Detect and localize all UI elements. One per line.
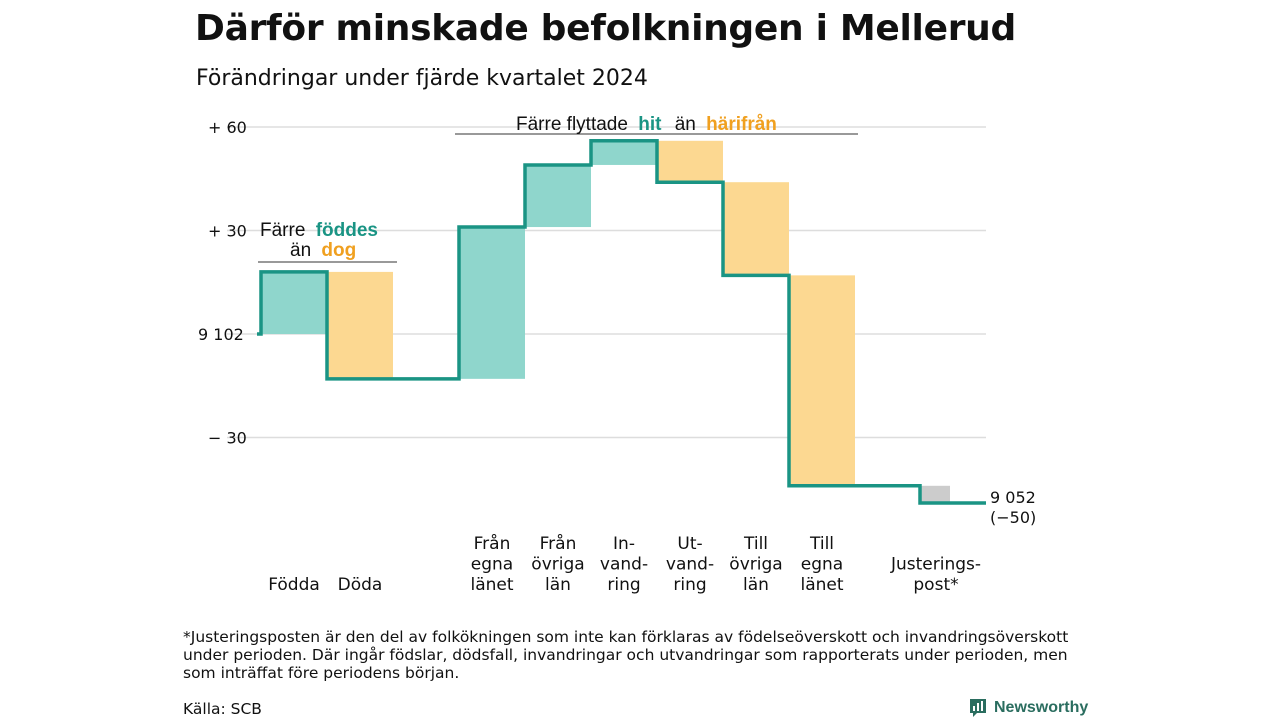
bar-till-egna-lanet: [789, 275, 855, 486]
category-label-doda: Döda: [338, 575, 383, 595]
migration-annotation-prefix: Färre flyttade: [516, 114, 628, 135]
category-label-till-egna-lanet: länet: [800, 575, 843, 595]
category-label-fran-egna-lanet: egna: [471, 555, 513, 575]
category-label-fran-egna-lanet: länet: [470, 575, 513, 595]
chart-subtitle: Förändringar under fjärde kvartalet 2024: [196, 66, 648, 91]
category-label-invandring: ring: [607, 575, 640, 595]
bar-doda: [327, 271, 393, 379]
step-lines: [257, 139, 986, 505]
chart-title: Därför minskade befolkningen i Mellerud: [195, 8, 1016, 49]
bar-till-ovriga-lan: [723, 182, 789, 276]
category-label-utvandring: ring: [673, 575, 706, 595]
y-tick-label: 9 102: [198, 325, 244, 344]
annotations: Färre föddes än dog Färre flyttade hit ä…: [258, 114, 858, 263]
births-annotation-out: dog: [321, 240, 356, 261]
bar-justeringspost: [920, 485, 950, 504]
y-axis-ticks: + 60 + 30 9 102 − 30: [198, 118, 247, 448]
bar-fodda: [261, 271, 327, 334]
waterfall-step-line: [257, 139, 986, 505]
end-value-labels: 9 052 (−50): [990, 488, 1036, 527]
y-tick-label: + 60: [208, 118, 247, 137]
y-tick-label: − 30: [208, 429, 247, 448]
category-label-till-egna-lanet: egna: [801, 555, 843, 575]
births-annotation-middle: än: [290, 240, 311, 261]
category-label-invandring: vand-: [600, 555, 648, 575]
category-label-justeringspost: post*: [913, 575, 958, 595]
births-annotation-prefix: Färre: [260, 220, 305, 241]
migration-annotation-out: härifrån: [706, 114, 777, 135]
category-label-till-egna-lanet: Till: [809, 534, 834, 554]
category-label-fran-ovriga-lan: län: [545, 575, 571, 595]
bar-invandring: [591, 140, 657, 165]
gridlines: [227, 126, 986, 439]
category-labels: Födda DödaFrånegnalänetFrånövrigalänIn-va…: [268, 533, 981, 595]
source-label: Källa: SCB: [183, 700, 262, 718]
births-annotation-line1: Färre föddes: [260, 220, 378, 241]
category-label-fodda: Födda: [268, 575, 320, 595]
migration-annotation-middle: än: [675, 114, 696, 135]
category-label-fran-ovriga-lan: övriga: [531, 555, 584, 575]
category-label-till-ovriga-lan: övriga: [729, 555, 782, 575]
category-label-justeringspost: Justerings-: [890, 555, 981, 575]
migration-annotation-in: hit: [638, 114, 662, 135]
category-label-till-ovriga-lan: län: [743, 575, 769, 595]
category-label-utvandring: vand-: [666, 555, 714, 575]
category-label-invandring: In-: [613, 534, 635, 554]
bars: [261, 140, 950, 504]
waterfall-chart: + 60+ 309 102− 30 Födda DödaFrånegnalänet…: [198, 114, 1036, 595]
end-change-label: (−50): [990, 508, 1036, 527]
newsworthy-logo-icon: [970, 699, 986, 717]
category-label-utvandring: Ut-: [677, 534, 702, 554]
logo-text: Newsworthy: [994, 699, 1089, 716]
bar-fran-ovriga-lan: [525, 164, 591, 228]
bar-fran-egna-lanet: [459, 227, 525, 379]
y-tick-label: + 30: [208, 222, 247, 241]
births-annotation-in: föddes: [316, 220, 378, 241]
category-label-fran-ovriga-lan: Från: [540, 533, 577, 554]
footnote: *Justeringsposten är den del av folkökni…: [183, 628, 1069, 682]
migration-annotation: Färre flyttade hit än härifrån: [516, 114, 777, 135]
category-label-fran-egna-lanet: Från: [474, 533, 511, 554]
births-annotation-line2: än dog: [290, 240, 356, 261]
bar-utvandring: [657, 140, 723, 183]
newsworthy-logo: Newsworthy: [968, 697, 1088, 719]
category-label-till-ovriga-lan: Till: [743, 534, 768, 554]
end-value-label: 9 052: [990, 488, 1036, 507]
